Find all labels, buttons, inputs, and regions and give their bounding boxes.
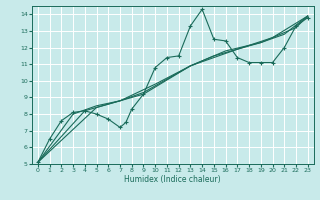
X-axis label: Humidex (Indice chaleur): Humidex (Indice chaleur) bbox=[124, 175, 221, 184]
